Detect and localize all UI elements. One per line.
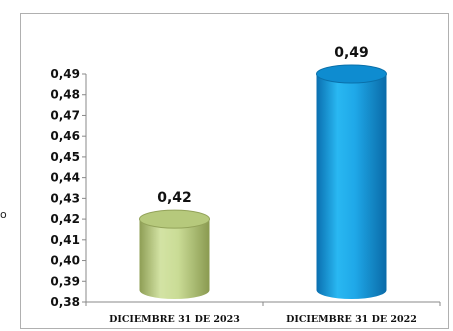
y-tick-label: 0,43 bbox=[50, 191, 80, 205]
x-tick-label: DICIEMBRE 31 DE 2022 bbox=[286, 314, 417, 325]
y-tick-label: 0,39 bbox=[50, 274, 80, 288]
y-tick-label: 0,45 bbox=[50, 150, 80, 164]
y-tick-label: 0,49 bbox=[50, 67, 80, 81]
side-text: o bbox=[0, 208, 7, 221]
y-tick-label: 0,48 bbox=[50, 88, 80, 102]
y-tick-label: 0,38 bbox=[50, 295, 80, 309]
y-tick-label: 0,44 bbox=[50, 171, 80, 185]
y-tick-label: 0,47 bbox=[50, 108, 80, 122]
x-tick-label: DICIEMBRE 31 DE 2023 bbox=[109, 314, 240, 325]
data-label: 0,42 bbox=[157, 190, 192, 206]
y-tick-label: 0,42 bbox=[50, 212, 80, 226]
data-label: 0,49 bbox=[334, 45, 369, 61]
bar bbox=[139, 219, 210, 299]
y-tick-label: 0,46 bbox=[50, 129, 80, 143]
y-tick-label: 0,41 bbox=[50, 233, 80, 247]
y-tick-label: 0,40 bbox=[50, 254, 80, 268]
bar bbox=[316, 74, 387, 299]
bar-top bbox=[316, 64, 387, 84]
bar-top bbox=[139, 209, 210, 229]
